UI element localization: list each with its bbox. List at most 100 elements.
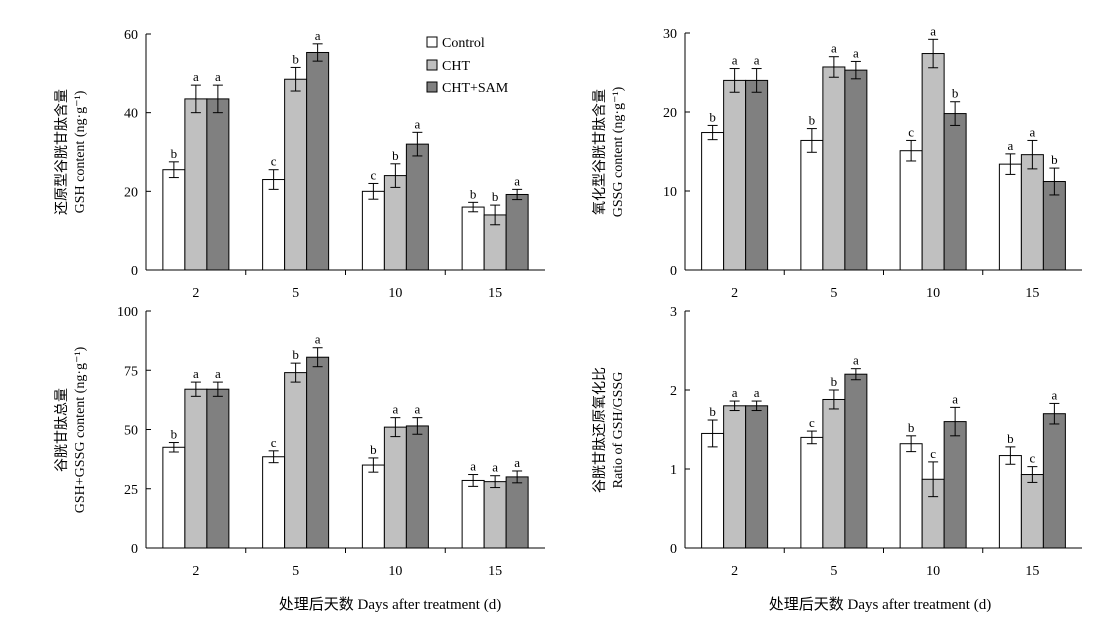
y-tick-label: 100 bbox=[117, 305, 138, 320]
bar bbox=[800, 139, 824, 271]
y-tick-label: 3 bbox=[670, 305, 677, 320]
bar bbox=[361, 190, 385, 271]
legend-label-control: Control bbox=[442, 36, 485, 51]
bar bbox=[701, 432, 725, 549]
x-tick-label: 15 bbox=[488, 286, 502, 301]
significance-letter: c bbox=[370, 167, 376, 182]
significance-letter: a bbox=[315, 28, 321, 43]
significance-letter: a bbox=[754, 385, 760, 400]
bar bbox=[206, 388, 230, 549]
x-tick-label: 10 bbox=[926, 564, 940, 579]
significance-letter: b bbox=[370, 442, 377, 457]
significance-letter: c bbox=[271, 154, 277, 169]
y-tick-label: 40 bbox=[124, 107, 138, 122]
legend-label-cht-sam: CHT+SAM bbox=[442, 81, 509, 96]
bar bbox=[943, 113, 967, 271]
significance-letter: a bbox=[215, 366, 221, 381]
bar bbox=[405, 425, 429, 549]
bar bbox=[723, 405, 747, 549]
bar bbox=[723, 79, 747, 271]
significance-letter: a bbox=[514, 173, 520, 188]
bar bbox=[306, 356, 330, 549]
bar bbox=[899, 150, 923, 271]
significance-letter: a bbox=[930, 23, 936, 38]
x-tick-label: 2 bbox=[731, 564, 738, 579]
bar bbox=[800, 436, 824, 549]
bar bbox=[284, 78, 308, 271]
significance-letter: a bbox=[853, 45, 859, 60]
significance-letter: a bbox=[470, 459, 476, 474]
y-axis-label-cn: 还原型谷胱甘肽含量 bbox=[54, 89, 70, 215]
significance-letter: a bbox=[414, 116, 420, 131]
bar bbox=[899, 443, 923, 549]
significance-letter: a bbox=[853, 353, 859, 368]
y-tick-label: 0 bbox=[670, 542, 677, 557]
bar bbox=[505, 476, 529, 549]
y-tick-label: 1 bbox=[670, 463, 677, 478]
significance-letter: b bbox=[809, 113, 816, 128]
significance-letter: a bbox=[514, 455, 520, 470]
x-axis-label-left: 处理后天数 Days after treatment (d) bbox=[279, 596, 501, 613]
significance-letter: b bbox=[831, 374, 838, 389]
y-tick-label: 0 bbox=[670, 264, 677, 279]
bar bbox=[383, 426, 407, 549]
x-tick-label: 15 bbox=[1025, 286, 1039, 301]
bar bbox=[701, 132, 725, 271]
significance-letter: b bbox=[292, 51, 299, 66]
bar bbox=[262, 179, 286, 271]
bar bbox=[405, 143, 429, 271]
x-tick-label: 10 bbox=[388, 286, 402, 301]
bar bbox=[461, 206, 485, 271]
significance-letter: b bbox=[1007, 431, 1014, 446]
significance-letter: a bbox=[315, 332, 321, 347]
significance-letter: a bbox=[831, 41, 837, 56]
y-tick-label: 0 bbox=[131, 542, 138, 557]
bar bbox=[206, 98, 230, 271]
y-axis-label-cn: 氧化型谷胱甘肽含量 bbox=[592, 89, 608, 215]
bar bbox=[822, 398, 846, 549]
x-tick-label: 5 bbox=[830, 286, 837, 301]
bar bbox=[745, 405, 769, 549]
bar bbox=[306, 51, 330, 271]
significance-letter: b bbox=[171, 146, 178, 161]
x-tick-label: 10 bbox=[926, 286, 940, 301]
significance-letter: b bbox=[952, 86, 959, 101]
y-axis-label-en: GSH+GSSG content (ng·g⁻¹) bbox=[73, 346, 88, 513]
bar bbox=[745, 79, 769, 271]
chart-panel-top-right: 0 10 20 30 2 5 10 15 b b c a a a a a a a b b 氧化型谷胱甘肽含量 GSSG c… bbox=[592, 23, 1082, 301]
significance-letter: c bbox=[1029, 451, 1035, 466]
bar bbox=[184, 98, 208, 271]
significance-letter: c bbox=[809, 415, 815, 430]
significance-letter: a bbox=[1029, 124, 1035, 139]
bar bbox=[383, 175, 407, 271]
significance-letter: b bbox=[171, 427, 178, 442]
y-tick-label: 20 bbox=[124, 185, 138, 200]
bar bbox=[162, 169, 186, 271]
y-axis-label-cn: 谷胱甘肽还原氧化比 bbox=[592, 367, 608, 493]
y-tick-label: 50 bbox=[124, 424, 138, 439]
bar bbox=[1020, 474, 1044, 549]
y-tick-label: 20 bbox=[663, 106, 677, 121]
significance-letter: a bbox=[492, 460, 498, 475]
significance-letter: c bbox=[930, 446, 936, 461]
x-tick-label: 15 bbox=[1025, 564, 1039, 579]
x-axis-label-right: 处理后天数 Days after treatment (d) bbox=[769, 596, 991, 613]
bar bbox=[844, 373, 868, 549]
bar bbox=[162, 446, 186, 549]
significance-letter: a bbox=[215, 69, 221, 84]
significance-letter: b bbox=[709, 109, 716, 124]
x-tick-label: 5 bbox=[292, 286, 299, 301]
bar bbox=[1042, 413, 1066, 549]
significance-letter: a bbox=[754, 53, 760, 68]
y-tick-label: 60 bbox=[124, 28, 138, 43]
significance-letter: b bbox=[470, 186, 477, 201]
x-tick-label: 15 bbox=[488, 564, 502, 579]
bar bbox=[921, 53, 945, 271]
y-tick-label: 10 bbox=[663, 185, 677, 200]
significance-letter: a bbox=[193, 69, 199, 84]
bar bbox=[483, 481, 507, 549]
bar bbox=[284, 372, 308, 549]
